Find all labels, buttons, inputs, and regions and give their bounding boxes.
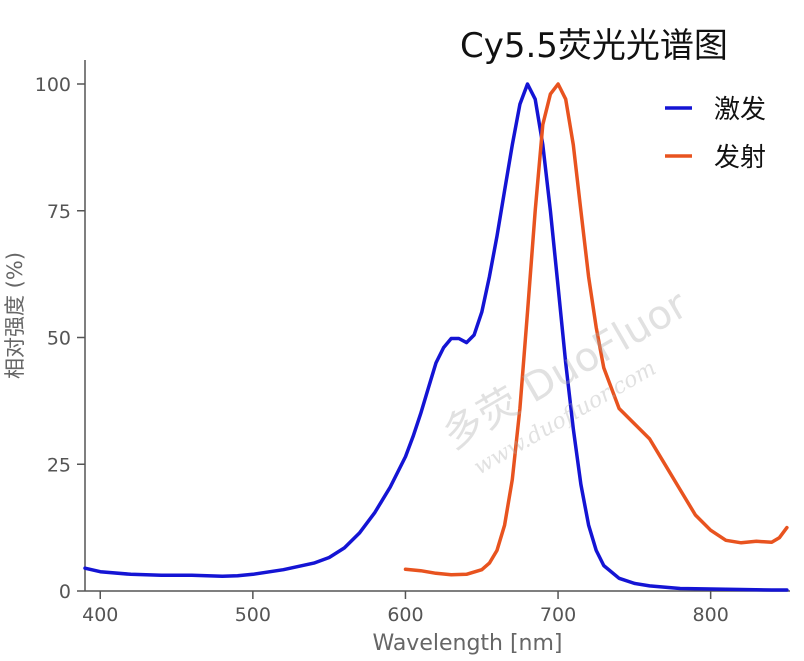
x-tick-label: 800 [693,604,729,626]
y-axis-label: 相对强度 (%) [3,252,27,379]
y-tick-label: 75 [47,201,71,223]
y-tick-label: 100 [35,74,71,96]
series-line [83,82,789,592]
x-tick-label: 600 [387,604,423,626]
x-tick-label: 700 [540,604,576,626]
y-tick-label: 25 [47,454,71,476]
series-line [403,82,789,577]
chart-axes: 0 25 50 75 100 400 500 600 700 800 Wavelength [nm]… [3,60,790,656]
y-tick-label: 50 [47,328,71,350]
x-tick-label: 400 [82,604,118,626]
series-emission [403,82,789,577]
series-layer [83,82,789,592]
y-tick-label: 0 [59,581,71,603]
chart-title: Cy5.5荧光光谱图 [460,26,728,66]
x-tick-label: 500 [235,604,271,626]
series-excitation [83,82,789,592]
legend-label: 激发 [714,95,766,125]
legend-label: 发射 [714,143,766,173]
x-axis-label: Wavelength [nm] [372,631,562,656]
